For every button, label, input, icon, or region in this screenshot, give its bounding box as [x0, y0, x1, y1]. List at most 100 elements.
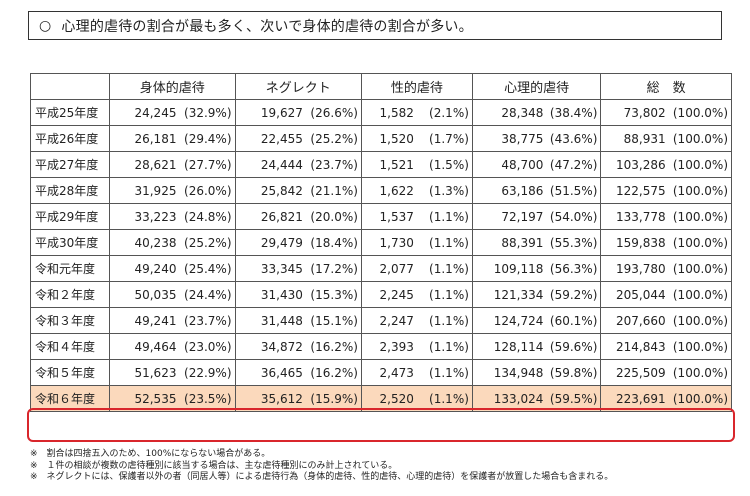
cell-psych: 133,024 [471, 385, 546, 412]
cell-sexual-pct: (1.1%) [415, 281, 473, 308]
row-label: 令和元年度 [29, 255, 111, 282]
cell-physical-pct: (24.8%) [178, 203, 236, 230]
cell-sexual: 2,077 [360, 255, 416, 282]
cell-sexual: 1,521 [360, 151, 416, 178]
table-row: 平成27年度 28,621 (27.7%) 24,444 (23.7%) 1,521 (1.… [29, 151, 732, 178]
cell-total: 205,044 [600, 281, 667, 308]
cell-total: 225,509 [600, 359, 667, 386]
cell-total: 159,838 [600, 229, 667, 256]
cell-psych-pct: (59.6%) [545, 333, 602, 360]
cell-neglect: 25,842 [234, 177, 305, 204]
cell-total-pct: (100.0%) [666, 385, 732, 412]
cell-psych: 128,114 [471, 333, 546, 360]
row-label: 平成29年度 [29, 203, 111, 230]
table-row: 平成28年度 31,925 (26.0%) 25,842 (21.1%) 1,622 (1.… [29, 177, 732, 204]
cell-neglect-pct: (20.0%) [304, 203, 362, 230]
cell-psych: 121,334 [471, 281, 546, 308]
cell-psych-pct: (51.5%) [545, 177, 602, 204]
cell-sexual-pct: (1.1%) [415, 255, 473, 282]
cell-neglect-pct: (15.9%) [304, 385, 362, 412]
cell-total: 88,931 [600, 125, 667, 152]
cell-psych: 63,186 [471, 177, 546, 204]
cell-sexual-pct: (1.1%) [415, 203, 473, 230]
cell-total-pct: (100.0%) [666, 359, 732, 386]
table-row: 令和３年度 49,241 (23.7%) 31,448 (15.1%) 2,247 (1.1… [29, 307, 732, 334]
row-label: 平成28年度 [29, 177, 111, 204]
table-header-row: 身体的虐待 ネグレクト 性的虐待 心理的虐待 総 数 [29, 73, 732, 100]
cell-psych: 38,775 [471, 125, 546, 152]
cell-physical: 33,223 [109, 203, 179, 230]
header-physical: 身体的虐待 [109, 73, 236, 100]
cell-sexual-pct: (2.1%) [415, 99, 473, 126]
cell-physical-pct: (24.4%) [178, 281, 236, 308]
cell-physical: 31,925 [109, 177, 179, 204]
cell-physical-pct: (29.4%) [178, 125, 236, 152]
row-label: 平成30年度 [29, 229, 111, 256]
cell-sexual: 1,730 [360, 229, 416, 256]
headline-text: 心理的虐待の割合が最も多く、次いで身体的虐待の割合が多い。 [61, 18, 473, 35]
cell-physical-pct: (23.5%) [178, 385, 236, 412]
cell-physical-pct: (23.0%) [178, 333, 236, 360]
cell-total: 193,780 [600, 255, 667, 282]
cell-physical-pct: (23.7%) [178, 307, 236, 334]
table-row: 令和６年度 52,535 (23.5%) 35,612 (15.9%) 2,520 (1.1… [29, 385, 732, 412]
cell-psych: 88,391 [471, 229, 546, 256]
cell-sexual-pct: (1.7%) [415, 125, 473, 152]
table-row: 令和元年度 49,240 (25.4%) 33,345 (17.2%) 2,077 (1.1… [29, 255, 732, 282]
cell-physical: 49,464 [109, 333, 179, 360]
table-row: 平成26年度 26,181 (29.4%) 22,455 (25.2%) 1,520 (1.… [29, 125, 732, 152]
cell-total: 133,778 [600, 203, 667, 230]
cell-total: 223,691 [600, 385, 667, 412]
header-corner [29, 73, 111, 100]
cell-physical: 50,035 [109, 281, 179, 308]
cell-neglect-pct: (18.4%) [304, 229, 362, 256]
cell-psych: 72,197 [471, 203, 546, 230]
cell-sexual-pct: (1.1%) [415, 307, 473, 334]
cell-physical-pct: (22.9%) [178, 359, 236, 386]
headline-box: ○ 心理的虐待の割合が最も多く、次いで身体的虐待の割合が多い。 [28, 11, 722, 40]
cell-sexual: 1,582 [360, 99, 416, 126]
row-label: 令和３年度 [29, 307, 111, 334]
row-label: 令和５年度 [29, 359, 111, 386]
cell-psych: 48,700 [471, 151, 546, 178]
table-row: 令和２年度 50,035 (24.4%) 31,430 (15.3%) 2,245 (1.1… [29, 281, 732, 308]
cell-neglect-pct: (17.2%) [304, 255, 362, 282]
row-label: 平成26年度 [29, 125, 111, 152]
header-psychological: 心理的虐待 [471, 73, 602, 100]
cell-psych-pct: (47.2%) [545, 151, 602, 178]
cell-neglect: 29,479 [234, 229, 305, 256]
cell-sexual: 1,622 [360, 177, 416, 204]
cell-neglect-pct: (26.6%) [304, 99, 362, 126]
cell-psych-pct: (38.4%) [545, 99, 602, 126]
cell-sexual-pct: (1.1%) [415, 359, 473, 386]
footnotes: ※ 割合は四捨五入のため、100%にならない場合がある。 ※ １件の相談が複数の… [30, 449, 750, 484]
cell-total: 214,843 [600, 333, 667, 360]
cell-sexual: 2,520 [360, 385, 416, 412]
cell-total-pct: (100.0%) [666, 307, 732, 334]
highlight-frame [27, 408, 735, 442]
cell-neglect: 31,430 [234, 281, 305, 308]
cell-total-pct: (100.0%) [666, 229, 732, 256]
cell-neglect: 35,612 [234, 385, 305, 412]
cell-sexual-pct: (1.3%) [415, 177, 473, 204]
footnote: ※ ネグレクトには、保護者以外の者（同居人等）による虐待行為（身体的虐待、性的虐… [30, 472, 614, 482]
cell-neglect: 19,627 [234, 99, 305, 126]
cell-neglect-pct: (21.1%) [304, 177, 362, 204]
table-row: 令和５年度 51,623 (22.9%) 36,465 (16.2%) 2,473 (1.1… [29, 359, 732, 386]
cell-psych-pct: (54.0%) [545, 203, 602, 230]
row-label: 令和４年度 [29, 333, 111, 360]
cell-physical: 28,621 [109, 151, 179, 178]
cell-neglect: 34,872 [234, 333, 305, 360]
cell-sexual: 2,393 [360, 333, 416, 360]
cell-sexual-pct: (1.1%) [415, 333, 473, 360]
cell-physical-pct: (25.2%) [178, 229, 236, 256]
cell-total-pct: (100.0%) [666, 125, 732, 152]
cell-psych-pct: (43.6%) [545, 125, 602, 152]
cell-psych-pct: (56.3%) [545, 255, 602, 282]
cell-psych-pct: (55.3%) [545, 229, 602, 256]
cell-total-pct: (100.0%) [666, 333, 732, 360]
cell-sexual: 1,537 [360, 203, 416, 230]
table-row: 平成25年度 24,245 (32.9%) 19,627 (26.6%) 1,582 (2.… [29, 99, 732, 126]
cell-neglect: 33,345 [234, 255, 305, 282]
cell-neglect-pct: (15.3%) [304, 281, 362, 308]
